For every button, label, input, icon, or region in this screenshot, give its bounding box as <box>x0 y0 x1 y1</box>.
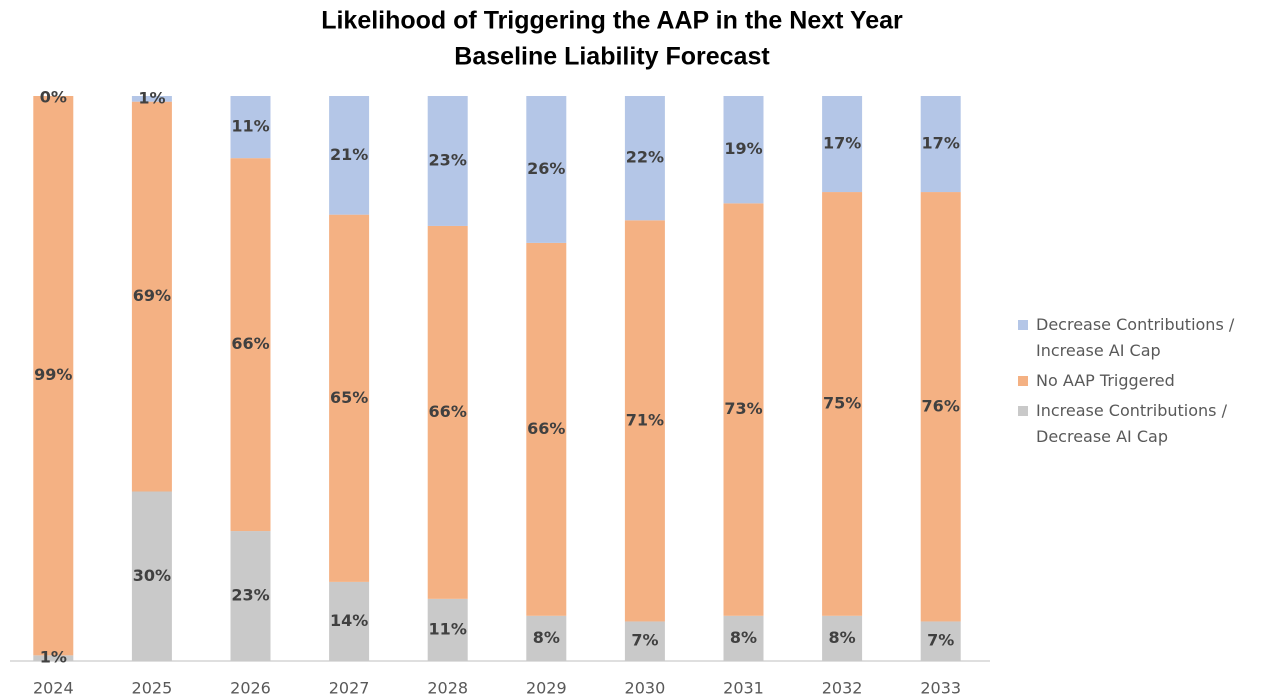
bar-segment <box>920 96 961 193</box>
x-tick-label: 2028 <box>427 679 468 698</box>
data-label: 23% <box>429 150 467 169</box>
bar-segment <box>822 615 863 661</box>
data-label: 7% <box>631 631 658 650</box>
data-label: 8% <box>533 628 560 647</box>
data-label: 19% <box>724 139 762 158</box>
data-label: 8% <box>829 628 856 647</box>
data-label: 66% <box>231 334 269 353</box>
bar-segment <box>329 96 370 215</box>
legend: Decrease Contributions / Increase AI Cap… <box>1018 312 1268 454</box>
legend-swatch <box>1018 406 1028 416</box>
legend-swatch <box>1018 376 1028 386</box>
data-label: 71% <box>626 410 664 429</box>
data-label: 66% <box>429 402 467 421</box>
data-label: 73% <box>724 399 762 418</box>
bar-segment <box>230 531 271 661</box>
bar-segment <box>822 192 863 616</box>
legend-item: No AAP Triggered <box>1018 368 1268 394</box>
x-tick-label: 2030 <box>625 679 666 698</box>
legend-item: Decrease Contributions / Increase AI Cap <box>1018 312 1268 364</box>
bar-segment <box>920 621 961 661</box>
legend-label: Increase Contributions / Decrease AI Cap <box>1036 401 1227 446</box>
bar-segment <box>33 96 74 656</box>
x-tick-label: 2029 <box>526 679 567 698</box>
legend-item: Increase Contributions / Decrease AI Cap <box>1018 398 1268 450</box>
legend-label: Decrease Contributions / Increase AI Cap <box>1036 315 1235 360</box>
data-label: 11% <box>429 619 467 638</box>
bar-segment <box>723 203 764 616</box>
bar-segment <box>526 615 567 661</box>
data-label: 0% <box>40 88 67 107</box>
bar-segment <box>624 621 665 661</box>
data-label: 8% <box>730 628 757 647</box>
bar-segment <box>131 491 172 661</box>
x-tick-label: 2026 <box>230 679 271 698</box>
bar-segment <box>329 214 370 582</box>
bar-segment <box>33 655 74 661</box>
data-label: 23% <box>231 586 269 605</box>
data-label: 66% <box>527 419 565 438</box>
bar-segment <box>427 225 468 599</box>
bar-segment <box>329 581 370 661</box>
bar-segment <box>822 96 863 193</box>
data-label: 14% <box>330 611 368 630</box>
bar-segment <box>427 598 468 661</box>
chart-title: Likelihood of Triggering the AAP in the … <box>321 7 903 35</box>
bar-segment <box>920 192 961 622</box>
data-label: 17% <box>823 134 861 153</box>
chart-subtitle: Baseline Liability Forecast <box>454 43 770 71</box>
data-label: 21% <box>330 145 368 164</box>
bar-segment <box>526 96 567 243</box>
data-label: 1% <box>138 88 165 107</box>
data-label: 11% <box>231 117 269 136</box>
bar-segment <box>723 615 764 661</box>
data-label: 7% <box>927 631 954 650</box>
data-label: 1% <box>40 648 67 667</box>
bar-segment <box>427 96 468 226</box>
legend-swatch <box>1018 320 1028 330</box>
data-label: 99% <box>34 365 72 384</box>
bar-segment <box>723 96 764 204</box>
data-label: 30% <box>133 566 171 585</box>
bar-segment <box>526 242 567 616</box>
x-tick-label: 2027 <box>329 679 370 698</box>
data-label: 75% <box>823 393 861 412</box>
bar-segment <box>624 220 665 622</box>
x-tick-label: 2032 <box>822 679 863 698</box>
data-label: 69% <box>133 286 171 305</box>
x-tick-label: 2025 <box>132 679 173 698</box>
x-tick-label: 2024 <box>33 679 74 698</box>
x-tick-label: 2033 <box>920 679 961 698</box>
data-label: 22% <box>626 148 664 167</box>
bar-segment <box>230 158 271 532</box>
bar-segment <box>131 96 172 102</box>
data-label: 17% <box>922 134 960 153</box>
legend-label: No AAP Triggered <box>1036 371 1175 390</box>
bar-segment <box>624 96 665 221</box>
data-label: 76% <box>922 396 960 415</box>
data-label: 26% <box>527 159 565 178</box>
x-tick-label: 2031 <box>723 679 764 698</box>
bar-segment <box>230 96 271 159</box>
bar-segment <box>131 101 172 492</box>
data-label: 65% <box>330 388 368 407</box>
